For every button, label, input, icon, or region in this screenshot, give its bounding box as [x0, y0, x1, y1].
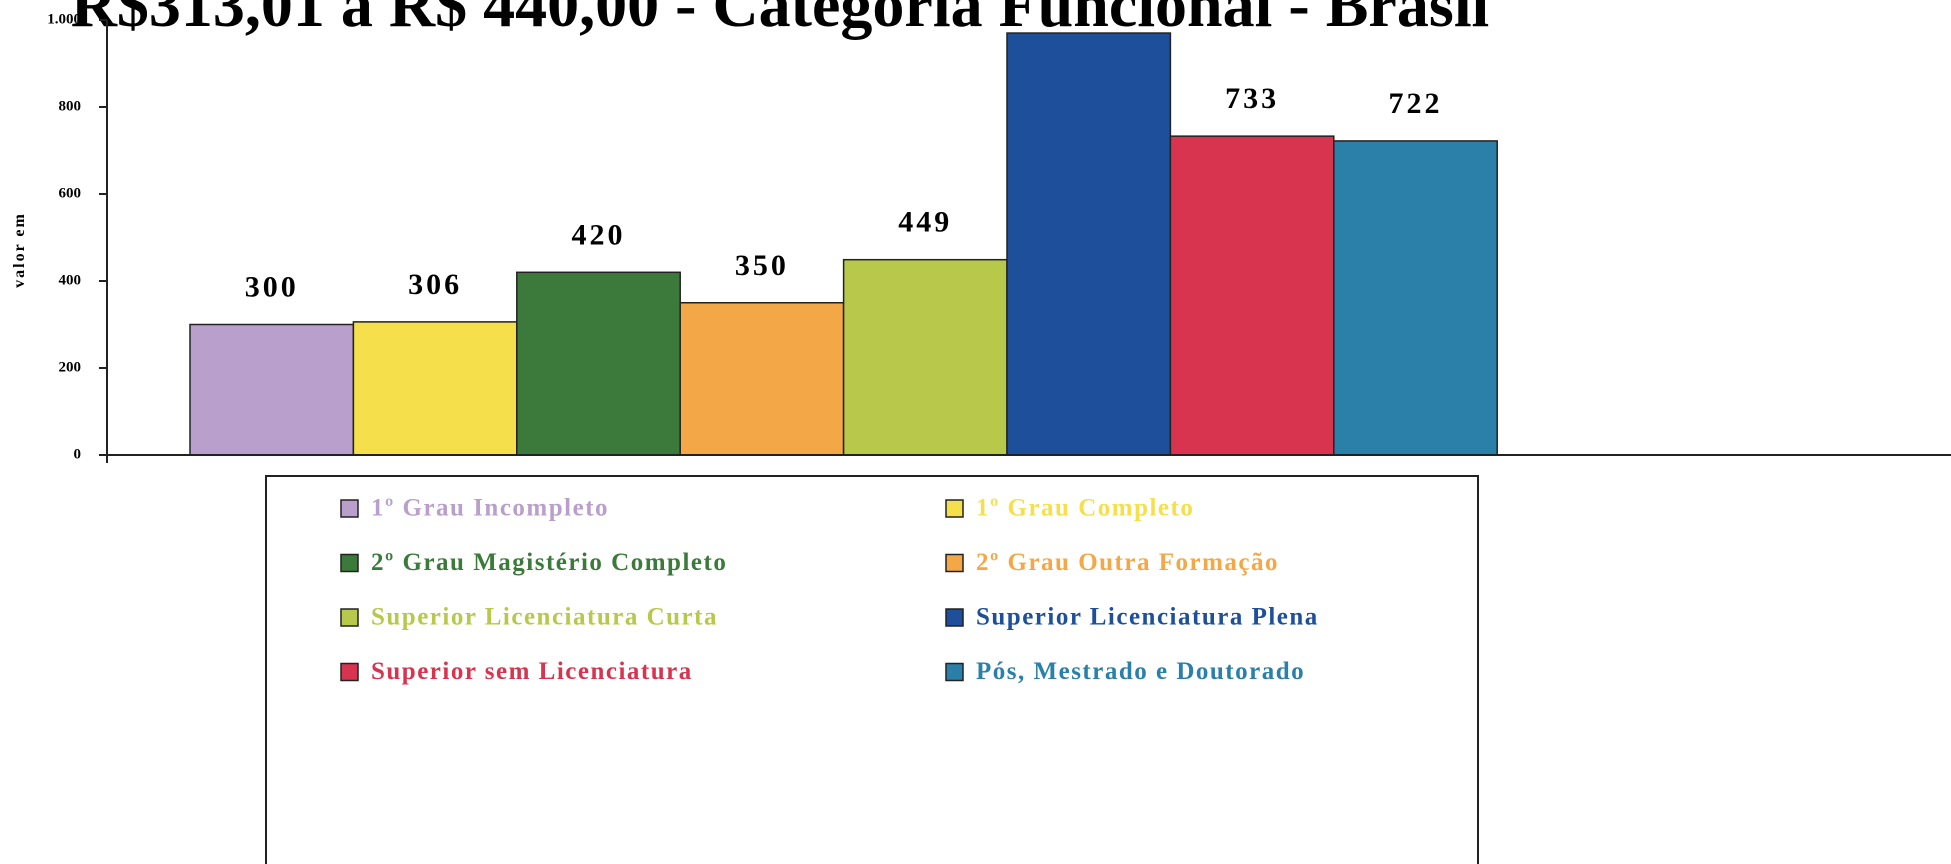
legend-swatch	[340, 608, 359, 627]
legend-swatch	[340, 553, 359, 573]
legend-label: 1º Grau Incompleto	[371, 495, 609, 522]
legend-swatch	[945, 499, 964, 518]
legend-swatch	[945, 553, 964, 573]
legend-label: Superior Licenciatura Curta	[371, 604, 718, 631]
legend-swatch	[340, 662, 359, 682]
y-tick-label: 400	[59, 272, 82, 288]
y-tick-label: 1.000	[47, 11, 81, 27]
value-label: 306	[408, 268, 462, 301]
value-label: 449	[898, 206, 952, 239]
y-tick-label: 0	[74, 446, 82, 462]
bar	[189, 323, 355, 456]
y-tick-label: 200	[59, 359, 82, 375]
legend-label: Superior sem Licenciatura	[371, 658, 693, 685]
value-label: 722	[1389, 87, 1443, 120]
bar	[1006, 32, 1172, 456]
bar	[679, 302, 845, 456]
legend-swatch	[945, 608, 964, 627]
chart-title: R$313,01 a R$ 440,00 - Categoria Funcion…	[71, 0, 1490, 40]
y-tick-label: 600	[59, 185, 82, 201]
legend-label: 2º Grau Magistério Completo	[371, 549, 727, 576]
legend-swatch	[340, 499, 359, 518]
legend-label: Pós, Mestrado e Doutorado	[976, 658, 1305, 685]
legend-box	[265, 475, 1479, 864]
bar	[516, 271, 681, 456]
value-label: 300	[245, 271, 299, 304]
legend-swatch	[945, 662, 964, 682]
legend-label: 2º Grau Outra Formação	[976, 549, 1279, 576]
bar	[1333, 140, 1498, 456]
legend-label: Superior Licenciatura Plena	[976, 604, 1319, 631]
bar	[352, 321, 518, 456]
value-label: 350	[735, 249, 789, 282]
value-label: 733	[1225, 82, 1279, 115]
y-tick-label: 800	[59, 98, 82, 114]
legend-label: 1º Grau Completo	[976, 495, 1194, 522]
bar	[1169, 135, 1335, 456]
y-axis-label: valor em	[11, 212, 28, 288]
value-label: 420	[572, 218, 626, 251]
bar	[842, 258, 1008, 456]
